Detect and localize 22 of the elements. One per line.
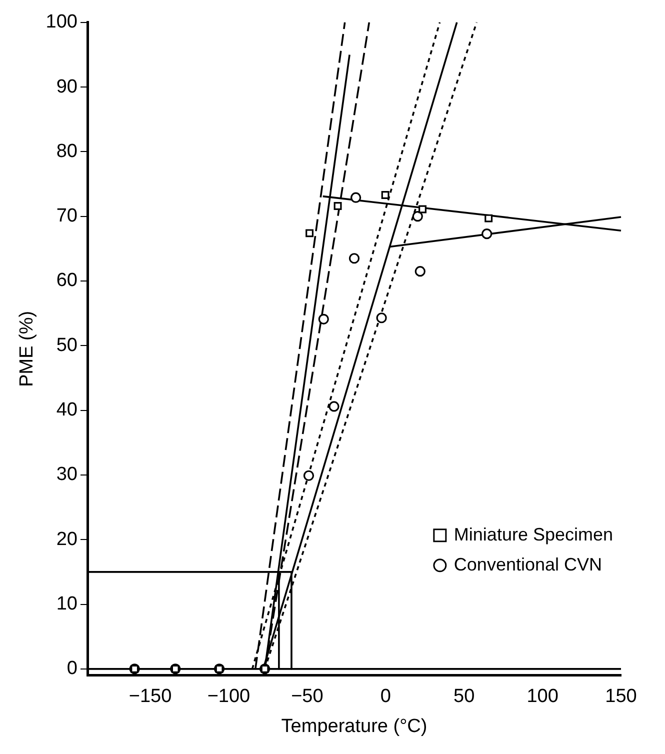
y-tick-label: 60 bbox=[56, 270, 78, 292]
x-tick-label: −150 bbox=[128, 686, 172, 708]
y-tick-label: 20 bbox=[56, 528, 78, 550]
legend-label: Conventional CVN bbox=[454, 554, 602, 574]
x-tick-label: −50 bbox=[291, 686, 324, 708]
y-tick-label: 30 bbox=[56, 464, 78, 486]
x-tick-label: 50 bbox=[454, 686, 475, 708]
x-tick-label: −100 bbox=[207, 686, 250, 708]
y-tick-label: 40 bbox=[56, 400, 78, 421]
y-tick-label: 90 bbox=[56, 76, 78, 98]
x-tick-label: 100 bbox=[526, 686, 558, 708]
y-tick-label: 100 bbox=[46, 12, 78, 33]
y-axis-title: PME (%) bbox=[16, 310, 38, 387]
y-tick-label: 0 bbox=[66, 658, 78, 680]
y-tick-label: 10 bbox=[56, 594, 78, 615]
x-tick-label: 150 bbox=[605, 686, 637, 708]
y-tick-label: 80 bbox=[56, 140, 78, 162]
y-tick-label: 50 bbox=[56, 334, 78, 356]
legend-label: Miniature Specimen bbox=[454, 524, 614, 544]
y-tick-label: 70 bbox=[56, 206, 78, 227]
x-axis-title: Temperature (°C) bbox=[281, 716, 428, 737]
x-tick-label: 0 bbox=[380, 686, 391, 708]
